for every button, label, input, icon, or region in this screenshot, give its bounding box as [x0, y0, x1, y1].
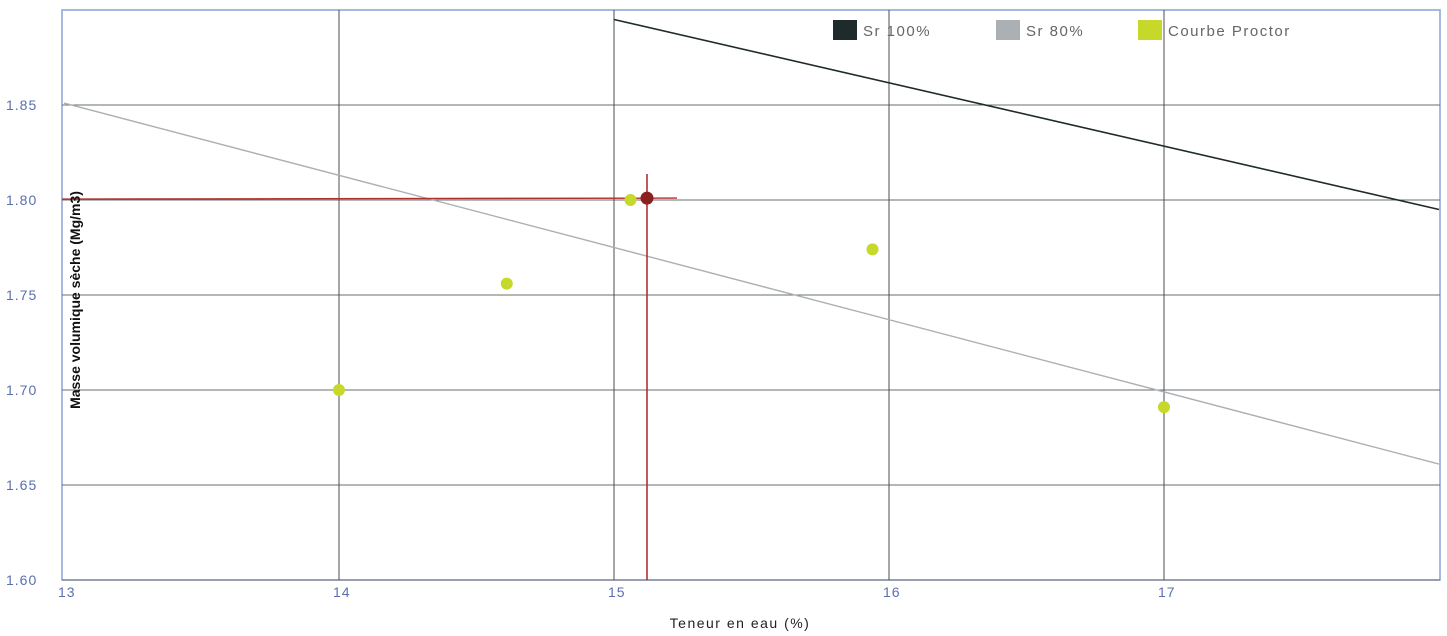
proctor-point — [500, 277, 513, 290]
x-axis-title: Teneur en eau (%) — [670, 615, 811, 631]
series-line — [63, 102, 1440, 465]
legend-label: Sr 100% — [863, 23, 931, 40]
y-tick-label: 1.85 — [6, 97, 37, 113]
proctor-point — [1158, 401, 1170, 414]
x-tick-label: 14 — [333, 584, 351, 600]
legend-label: Courbe Proctor — [1168, 23, 1291, 40]
x-tick-label: 16 — [883, 584, 901, 600]
optimum-point — [640, 191, 654, 205]
proctor-point — [624, 194, 637, 206]
proctor-points — [333, 191, 1170, 414]
legend-swatch — [833, 20, 857, 40]
optimum-horizontal-line — [61, 197, 678, 200]
y-tick-label: 1.60 — [6, 572, 37, 588]
x-tick-label: 15 — [608, 584, 626, 600]
optimum-markers — [61, 174, 678, 580]
x-tick-label: 17 — [1158, 584, 1176, 600]
legend: Sr 100% Sr 80% Courbe Proctor — [833, 20, 1291, 40]
y-tick-label: 1.65 — [6, 477, 37, 493]
y-tick-label: 1.80 — [6, 192, 37, 208]
series-lines — [63, 18, 1440, 465]
proctor-point — [866, 243, 879, 256]
x-tick-label: 13 — [58, 584, 76, 600]
proctor-point — [333, 384, 345, 396]
legend-swatch — [1138, 20, 1162, 40]
y-axis-title: Masse volumique sèche (Mg/m3) — [67, 191, 83, 409]
legend-swatch — [996, 20, 1020, 40]
y-tick-label: 1.70 — [6, 382, 37, 398]
y-tick-label: 1.75 — [6, 287, 37, 303]
series-line — [613, 18, 1440, 211]
tick-labels: 1.60 1.65 1.70 1.75 1.80 1.85 13 14 15 16 17 — [6, 97, 1176, 600]
grid — [61, 9, 1441, 581]
legend-label: Sr 80% — [1026, 23, 1084, 40]
